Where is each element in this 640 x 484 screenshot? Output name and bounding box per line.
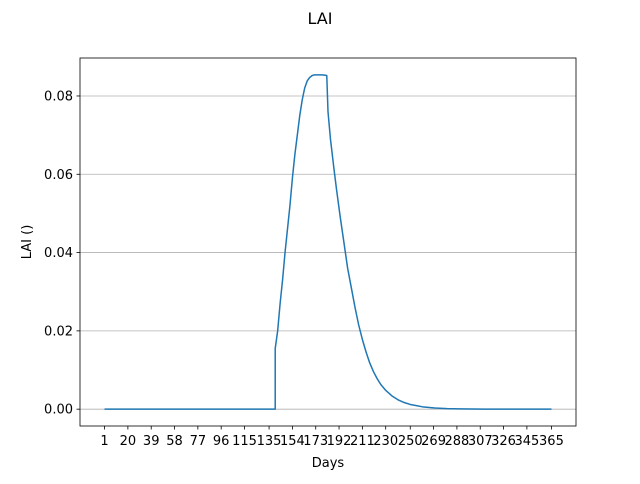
y-tick-label-2: 0.04 xyxy=(44,246,73,261)
line-layer xyxy=(104,74,552,410)
y-tick-label-3: 0.06 xyxy=(44,168,73,183)
x-tick-label-12: 230 xyxy=(373,434,398,449)
x-tick-label-3: 58 xyxy=(166,434,183,449)
x-tick-label-6: 115 xyxy=(232,434,257,449)
axes-layer xyxy=(79,57,577,427)
x-tick-label-15: 288 xyxy=(444,434,469,449)
x-tick-label-13: 250 xyxy=(398,434,423,449)
x-tick-label-9: 173 xyxy=(303,434,328,449)
x-tick-label-1: 20 xyxy=(120,434,137,449)
x-tick-label-11: 211 xyxy=(350,434,375,449)
x-tick-label-17: 326 xyxy=(491,434,516,449)
ticks-layer: 0.00 0.02 0.04 0.06 0.08 1 20 39 58 77 96 115 135154… xyxy=(44,89,564,449)
x-tick-label-19: 365 xyxy=(539,434,564,449)
chart-title: LAI xyxy=(308,9,333,28)
x-tick-label-18: 345 xyxy=(514,434,539,449)
x-tick-label-14: 269 xyxy=(421,434,446,449)
x-tick-label-10: 192 xyxy=(327,434,352,449)
series-line xyxy=(104,74,552,410)
grid-layer xyxy=(80,95,576,410)
x-tick-label-16: 307 xyxy=(468,434,493,449)
y-axis-label: LAI () xyxy=(20,225,35,260)
x-axis-label: Days xyxy=(312,456,345,471)
x-tick-label-2: 39 xyxy=(143,434,160,449)
plot-frame xyxy=(79,57,577,427)
x-tick-label-4: 77 xyxy=(190,434,207,449)
x-tick-label-5: 96 xyxy=(213,434,230,449)
x-tick-label-0: 1 xyxy=(100,434,108,449)
y-tick-label-1: 0.02 xyxy=(44,324,73,339)
x-tick-label-8: 154 xyxy=(280,434,305,449)
y-tick-label-0: 0.00 xyxy=(44,403,73,418)
x-tick-label-7: 135 xyxy=(257,434,282,449)
y-tick-label-4: 0.08 xyxy=(44,89,73,104)
